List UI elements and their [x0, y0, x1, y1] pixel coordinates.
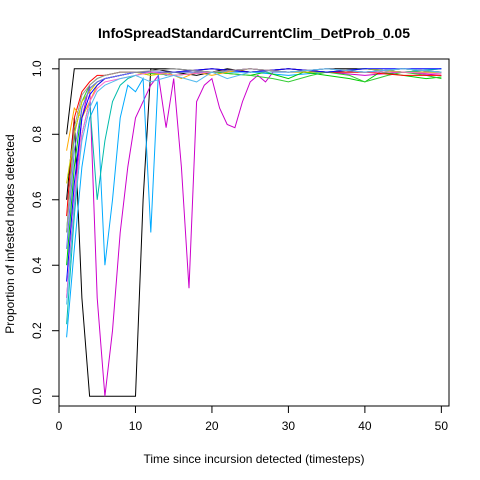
x-tick-label-3: 30 — [282, 419, 296, 433]
series-line-15 — [66, 68, 442, 305]
plot-frame — [58, 58, 450, 407]
x-tick-label-4: 40 — [358, 419, 372, 433]
series-line-6 — [66, 71, 442, 266]
x-tick-label-1: 10 — [129, 419, 143, 433]
y-tick-label-1: 0.2 — [30, 322, 44, 339]
series-line-11 — [66, 68, 442, 282]
x-axis-label: Time since incursion detected (timesteps… — [144, 452, 365, 466]
y-tick-label-5: 1.0 — [30, 60, 44, 77]
x-tick-label-2: 20 — [205, 419, 219, 433]
y-axis-label: Proportion of infested nodes detected — [3, 134, 17, 333]
x-tick-label-5: 50 — [435, 419, 449, 433]
y-tick-label-4: 0.8 — [30, 126, 44, 143]
y-tick-label-2: 0.4 — [30, 257, 44, 274]
series-line-10 — [66, 68, 442, 184]
series-line-8 — [66, 68, 442, 217]
series-line-12 — [66, 68, 442, 249]
axes-layer: 0 10 20 30 40 50 0.0 0.2 0.4 0.6 0.8 1.0 — [30, 60, 448, 433]
series-line-13 — [66, 68, 442, 299]
series-line-9 — [66, 68, 442, 151]
y-tick-label-3: 0.6 — [30, 191, 44, 208]
x-tick-label-0: 0 — [56, 419, 63, 433]
series-line-4 — [66, 68, 442, 338]
chart-title: InfoSpreadStandardCurrentClim_DetProb_0.… — [98, 25, 410, 41]
y-tick-label-0: 0.0 — [30, 388, 44, 405]
series-line-3 — [66, 71, 442, 397]
series-layer — [66, 68, 442, 397]
series-line-2 — [66, 68, 442, 397]
